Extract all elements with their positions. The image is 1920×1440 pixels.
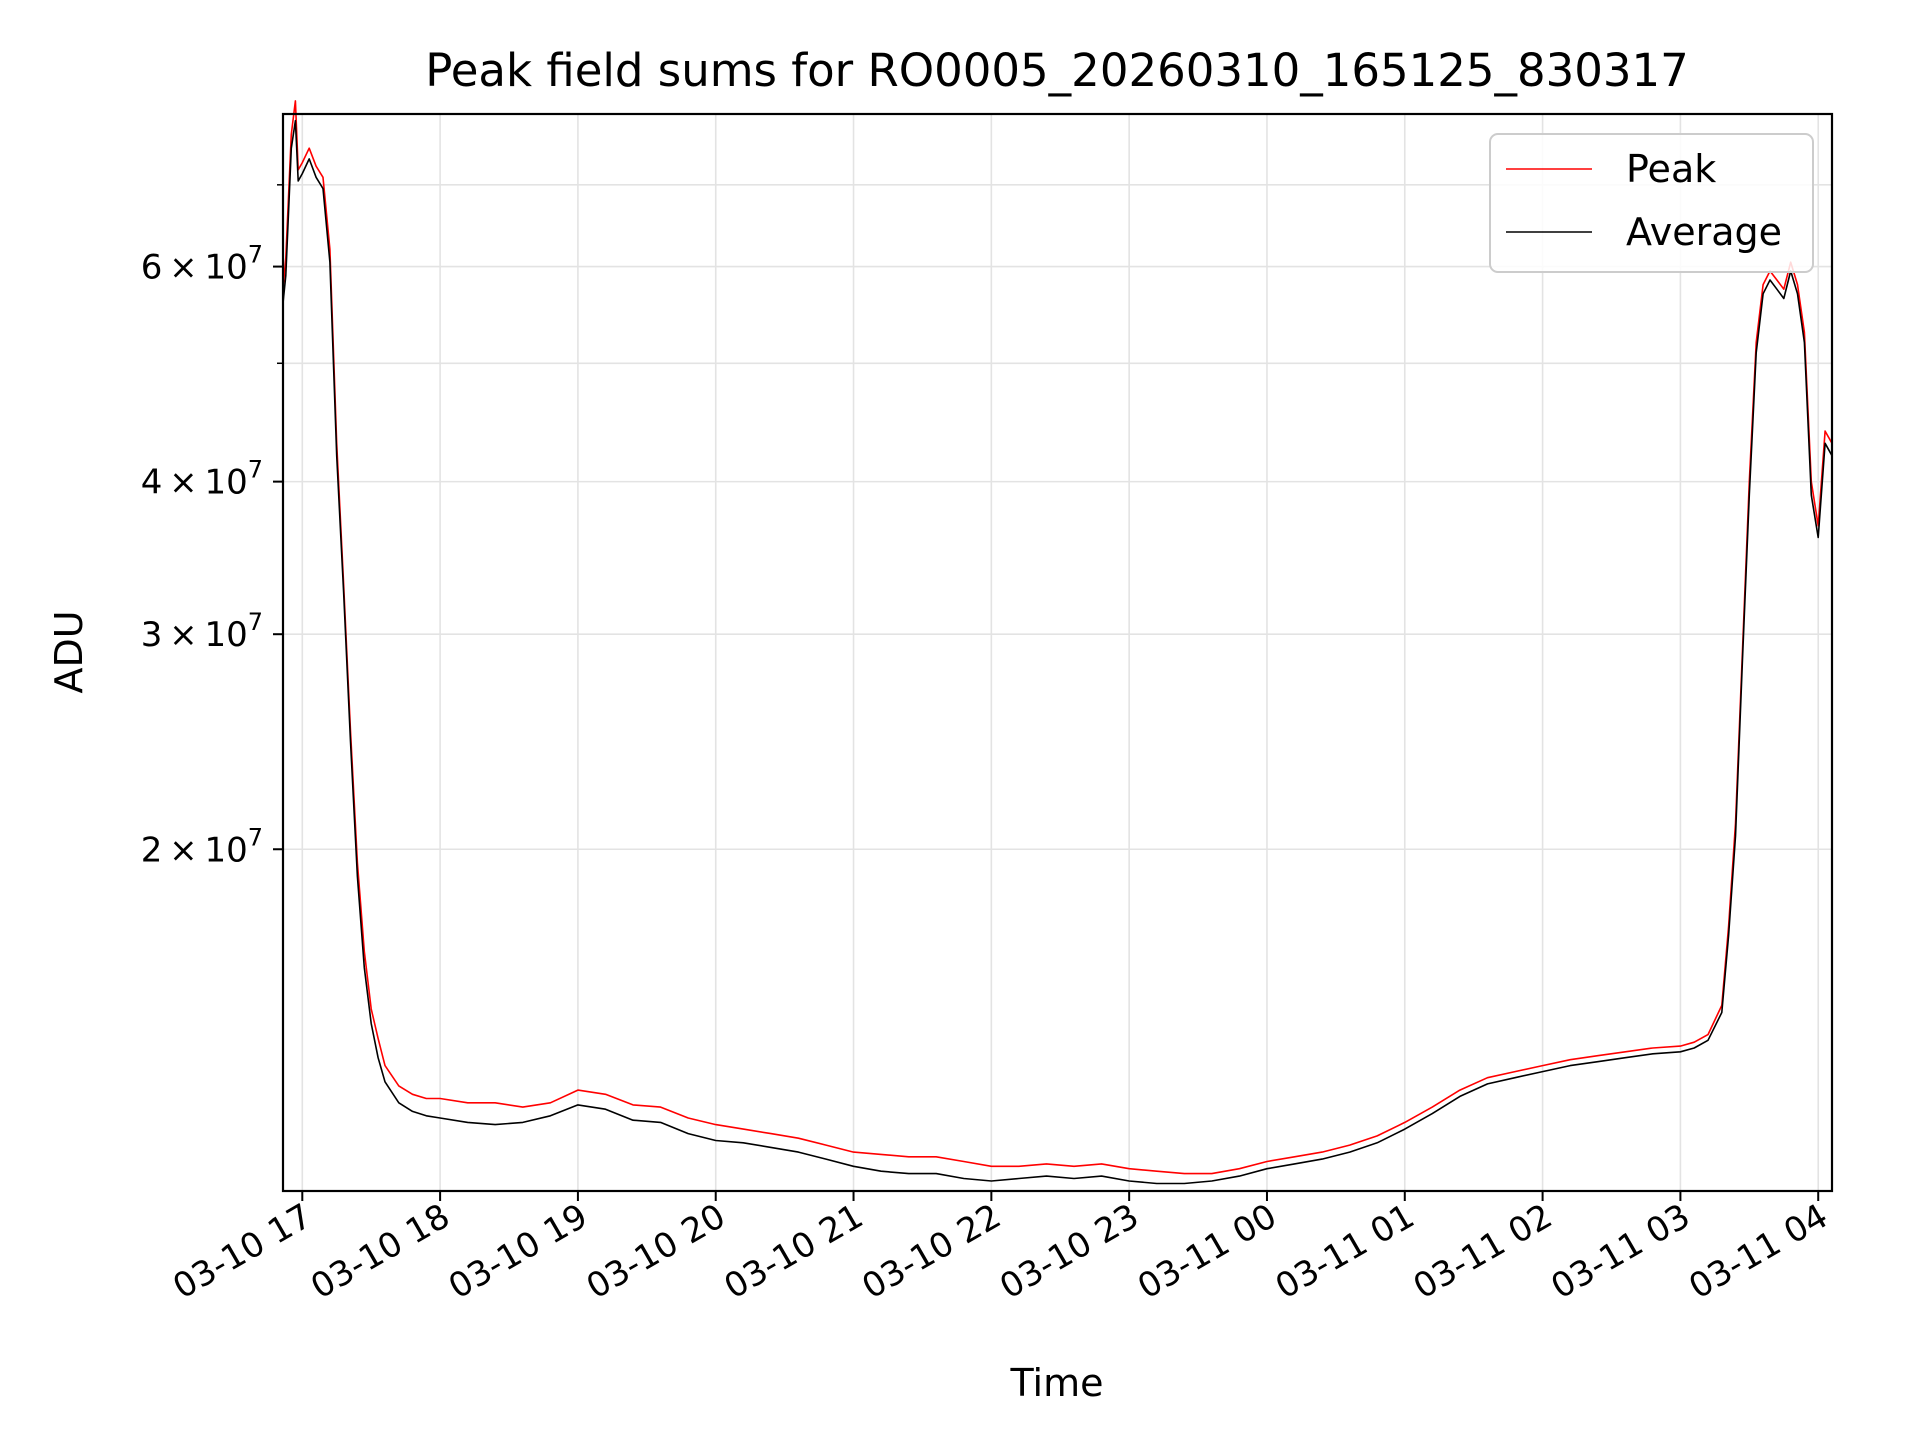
series-line-peak — [282, 100, 1833, 1175]
chart-title: Peak field sums for RO0005_20260310_1651… — [425, 44, 1689, 97]
y-tick-label-0: 2 × 107 — [141, 823, 263, 870]
plot-area-frame — [281, 112, 1834, 1193]
x-axis-label: Time — [1010, 1361, 1104, 1405]
y-axis-label: ADU — [47, 610, 91, 693]
series-layer — [282, 100, 1833, 1185]
legend-label-peak: Peak — [1626, 147, 1716, 191]
series-line-average — [282, 119, 1833, 1185]
y-tick-label-1: 3 × 107 — [141, 608, 263, 655]
grid-lines — [283, 114, 1832, 1191]
y-axis-ticks: 2 × 107 3 × 107 4 × 107 6 × 107 — [141, 184, 283, 870]
y-tick-label-2: 4 × 107 — [141, 456, 263, 503]
legend: Peak Average — [1489, 133, 1814, 273]
y-tick-label-3: 6 × 107 — [141, 241, 263, 288]
legend-label-average: Average — [1626, 210, 1782, 254]
